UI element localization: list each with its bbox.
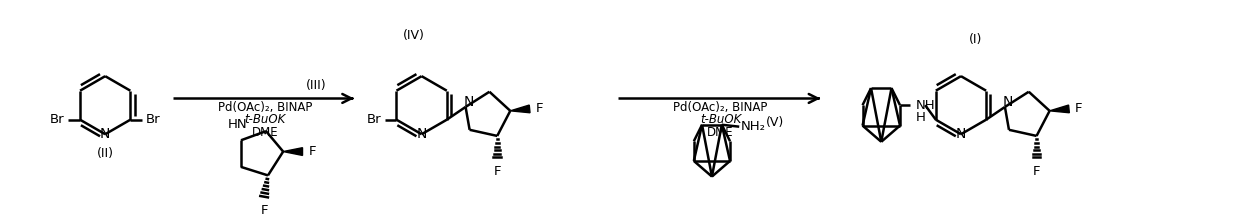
Text: F: F bbox=[260, 204, 268, 217]
Text: N: N bbox=[100, 127, 110, 141]
Text: F: F bbox=[536, 103, 543, 116]
Text: NH: NH bbox=[915, 99, 935, 112]
Text: N: N bbox=[956, 127, 966, 141]
Text: F: F bbox=[494, 165, 501, 178]
Text: N: N bbox=[1003, 95, 1013, 109]
Text: (III): (III) bbox=[305, 79, 326, 92]
Text: Pd(OAc)₂, BINAP: Pd(OAc)₂, BINAP bbox=[218, 101, 312, 114]
Text: (V): (V) bbox=[766, 116, 785, 129]
Text: Br: Br bbox=[366, 113, 381, 126]
Text: H: H bbox=[915, 111, 925, 124]
Text: Br: Br bbox=[146, 113, 160, 126]
Polygon shape bbox=[511, 105, 529, 113]
Polygon shape bbox=[283, 148, 303, 156]
Text: t-BuOK: t-BuOK bbox=[699, 113, 742, 126]
Text: (II): (II) bbox=[97, 147, 114, 160]
Text: (IV): (IV) bbox=[403, 29, 425, 42]
Text: NH₂: NH₂ bbox=[742, 120, 766, 133]
Text: Pd(OAc)₂, BINAP: Pd(OAc)₂, BINAP bbox=[673, 101, 768, 114]
Text: (I): (I) bbox=[968, 33, 982, 46]
Text: t-BuOK: t-BuOK bbox=[244, 113, 285, 126]
Text: DME: DME bbox=[707, 126, 734, 139]
Text: DME: DME bbox=[252, 126, 278, 139]
Polygon shape bbox=[1049, 105, 1069, 113]
Text: F: F bbox=[1075, 103, 1083, 116]
Text: HN: HN bbox=[227, 117, 247, 131]
Text: F: F bbox=[1033, 165, 1040, 178]
Text: N: N bbox=[464, 95, 474, 109]
Text: N: N bbox=[417, 127, 427, 141]
Text: Br: Br bbox=[50, 113, 64, 126]
Text: F: F bbox=[309, 145, 316, 158]
